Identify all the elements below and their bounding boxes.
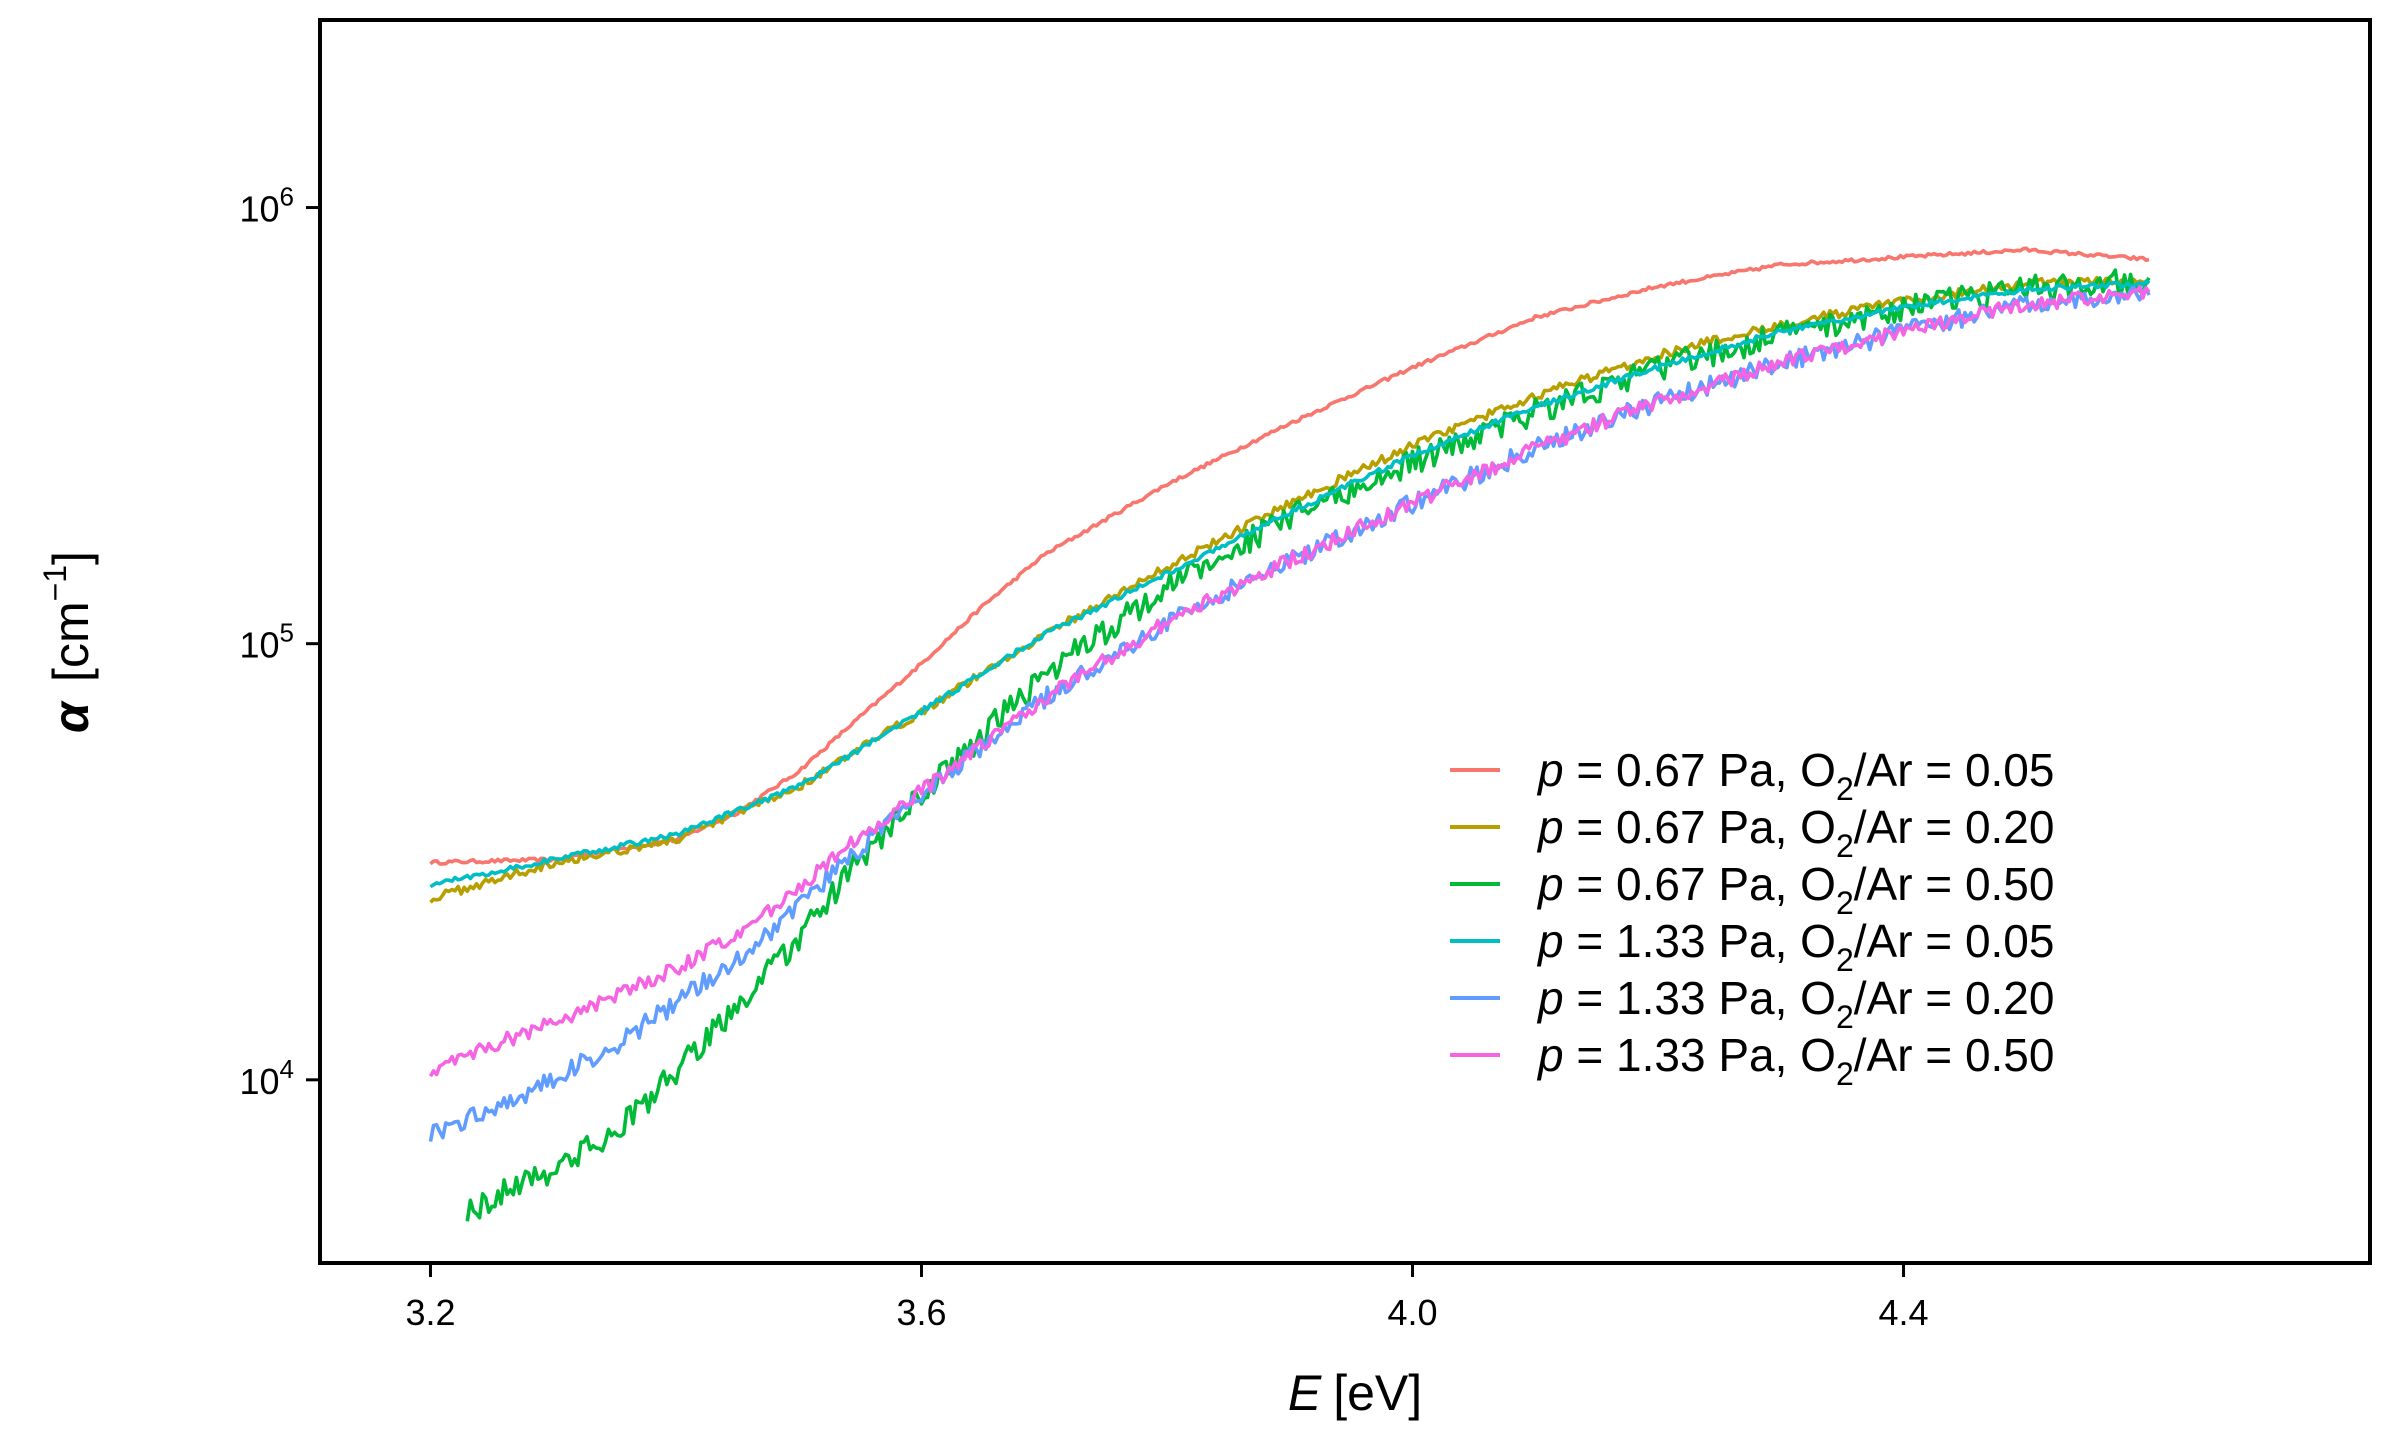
y-axis-unit-exponent: −1 <box>37 565 73 601</box>
x-tick-label: 4.0 <box>1387 1292 1437 1333</box>
legend-pressure-symbol: p <box>1536 744 1564 796</box>
y-tick-exponent: 6 <box>280 182 294 212</box>
legend-pressure-text: = 0.67 Pa, O <box>1564 858 1836 910</box>
y-axis-unit-suffix: ] <box>43 551 99 565</box>
legend: p = 0.67 Pa, O2/Ar = 0.05p = 0.67 Pa, O2… <box>1450 744 2054 1092</box>
plot-frame <box>318 18 2372 1265</box>
legend-entry-label: p = 1.33 Pa, O2/Ar = 0.20 <box>1536 972 2054 1035</box>
legend-ratio-text: /Ar = 0.50 <box>1854 1029 2055 1081</box>
x-axis-title: E [eV] <box>1288 1365 1422 1421</box>
y-axis-symbol: α <box>43 700 99 733</box>
y-tick-exponent: 4 <box>280 1054 294 1084</box>
legend-subscript: 2 <box>1836 942 1854 978</box>
x-tick-label: 4.4 <box>1879 1292 1929 1333</box>
y-tick-label: 105 <box>239 618 294 666</box>
x-axis-symbol: E <box>1288 1365 1322 1421</box>
series-line-6 <box>428 285 2151 1078</box>
legend-ratio-text: /Ar = 0.20 <box>1854 972 2055 1024</box>
y-axis-title: α [cm−1] <box>37 551 99 733</box>
legend-pressure-symbol: p <box>1536 1029 1564 1081</box>
legend-entry-label: p = 0.67 Pa, O2/Ar = 0.05 <box>1536 744 2054 807</box>
legend-pressure-text: = 1.33 Pa, O <box>1564 1029 1836 1081</box>
legend-entry-label: p = 0.67 Pa, O2/Ar = 0.50 <box>1536 858 2054 921</box>
legend-pressure-symbol: p <box>1536 972 1564 1024</box>
legend-entry-label: p = 1.33 Pa, O2/Ar = 0.50 <box>1536 1029 2054 1092</box>
legend-pressure-text: = 1.33 Pa, O <box>1564 915 1836 967</box>
legend-subscript: 2 <box>1836 828 1854 864</box>
legend-subscript: 2 <box>1836 771 1854 807</box>
y-tick-exponent: 5 <box>280 618 294 648</box>
legend-subscript: 2 <box>1836 999 1854 1035</box>
y-tick-base: 10 <box>239 1061 279 1102</box>
series-line-1 <box>429 246 2150 866</box>
y-tick-label: 104 <box>239 1054 294 1102</box>
x-tick-label: 3.6 <box>896 1292 946 1333</box>
y-tick-base: 10 <box>239 625 279 666</box>
legend-ratio-text: /Ar = 0.05 <box>1854 915 2055 967</box>
legend-ratio-text: /Ar = 0.20 <box>1854 801 2055 853</box>
legend-entry-label: p = 0.67 Pa, O2/Ar = 0.20 <box>1536 801 2054 864</box>
y-axis-unit-prefix: [cm <box>43 601 99 682</box>
legend-pressure-symbol: p <box>1536 858 1564 910</box>
legend-subscript: 2 <box>1836 885 1854 921</box>
legend-pressure-text: = 0.67 Pa, O <box>1564 801 1836 853</box>
legend-pressure-symbol: p <box>1536 915 1564 967</box>
series-line-4 <box>429 279 2151 889</box>
legend-entry-label: p = 1.33 Pa, O2/Ar = 0.05 <box>1536 915 2054 978</box>
legend-pressure-text: = 0.67 Pa, O <box>1564 744 1836 796</box>
x-axis-unit: [eV] <box>1333 1365 1422 1421</box>
legend-pressure-symbol: p <box>1536 801 1564 853</box>
series-layer <box>428 246 2151 1222</box>
series-line-3 <box>465 268 2151 1222</box>
y-tick-base: 10 <box>239 189 279 230</box>
legend-ratio-text: /Ar = 0.05 <box>1854 744 2055 796</box>
y-tick-label: 106 <box>239 182 294 230</box>
legend-subscript: 2 <box>1836 1056 1854 1092</box>
x-axis: 3.2 3.6 4.0 4.4 <box>405 1263 1929 1333</box>
legend-pressure-text: = 1.33 Pa, O <box>1564 972 1836 1024</box>
x-tick-label: 3.2 <box>405 1292 455 1333</box>
legend-ratio-text: /Ar = 0.50 <box>1854 858 2055 910</box>
